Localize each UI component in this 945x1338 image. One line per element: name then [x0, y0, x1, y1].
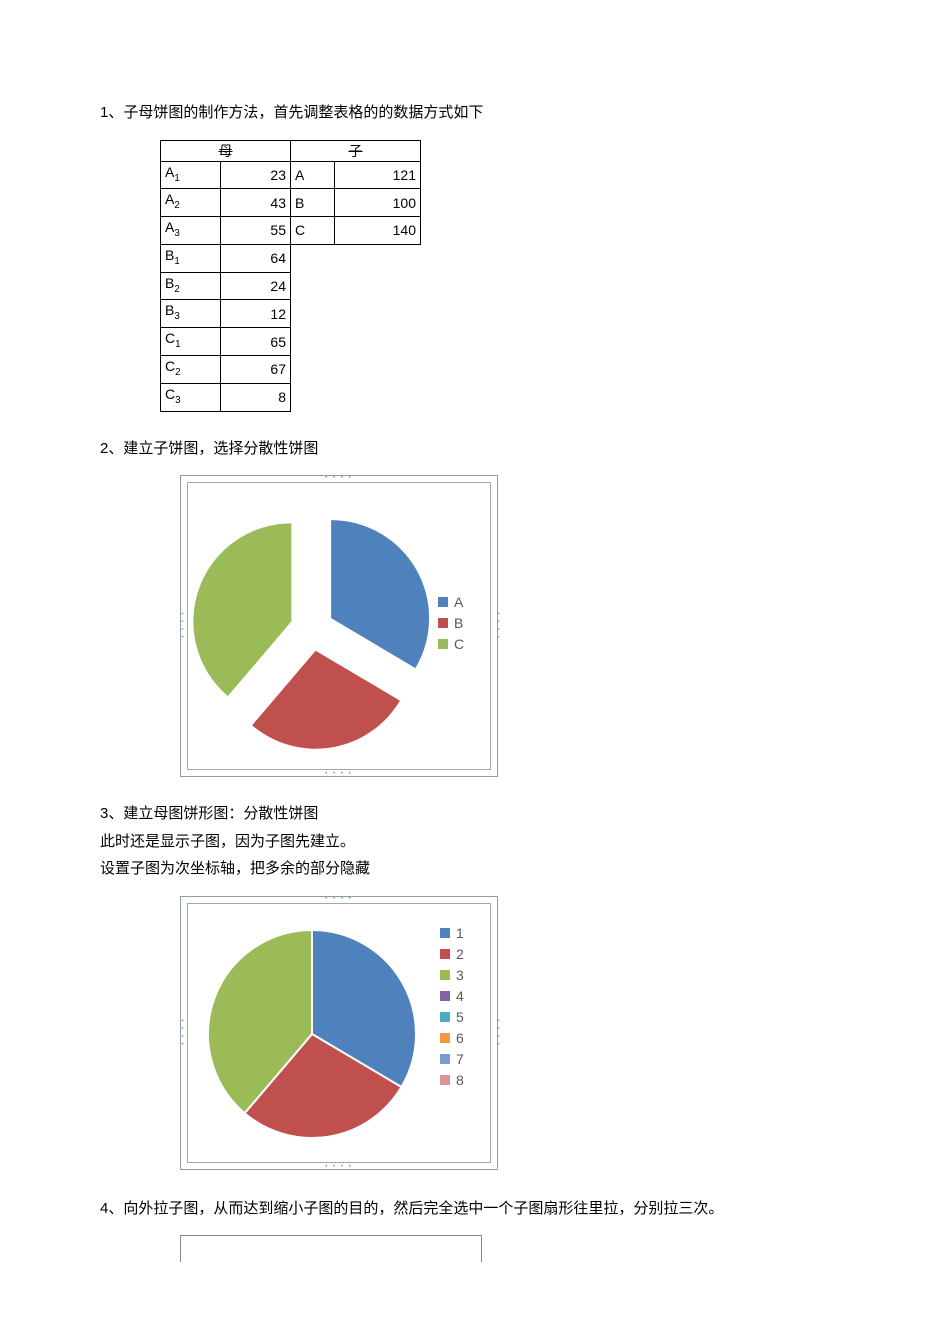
pie-slice: [331, 520, 429, 668]
table-row: A355C140: [161, 217, 421, 245]
legend-swatch: [440, 1075, 450, 1085]
step-3-text-c: 设置子图为次坐标轴，把多余的部分隐藏: [100, 856, 845, 882]
legend-swatch: [438, 597, 448, 607]
legend-label: 3: [456, 967, 464, 983]
chart-1-frame: • • • • • • • • • • • • • • • • ABC: [180, 475, 498, 777]
table-row: C165: [161, 328, 421, 356]
legend-label: C: [454, 636, 464, 652]
chart-1-plot-area: ABC: [187, 482, 491, 770]
table-row: B312: [161, 300, 421, 328]
pie-slice: [193, 524, 291, 697]
legend-item: 7: [440, 1051, 464, 1067]
legend-item: 1: [440, 925, 464, 941]
legend-swatch: [440, 1054, 450, 1064]
legend-label: A: [454, 594, 463, 610]
legend-item: C: [438, 636, 464, 652]
legend-item: 2: [440, 946, 464, 962]
legend-item: 4: [440, 988, 464, 1004]
step-1-text: 1、子母饼图的制作方法，首先调整表格的的数据方式如下: [100, 100, 845, 126]
legend-swatch: [438, 639, 448, 649]
legend-swatch: [438, 618, 448, 628]
legend-swatch: [440, 1033, 450, 1043]
legend-item: 5: [440, 1009, 464, 1025]
legend-label: 1: [456, 925, 464, 941]
table-row: C38: [161, 383, 421, 411]
table-header-child: 子: [291, 140, 421, 161]
step-4-text: 4、向外拉子图，从而达到缩小子图的目的，然后完全选中一个子图扇形往里拉，分别拉三…: [100, 1196, 845, 1222]
chart-1-legend: ABC: [438, 589, 464, 657]
pie-slice: [252, 651, 400, 749]
legend-item: 3: [440, 967, 464, 983]
chart-2-legend: 1 2 3 4 5 6 7 8: [440, 920, 464, 1093]
legend-swatch: [440, 949, 450, 959]
legend-label: 4: [456, 988, 464, 1004]
table-header-mother: 母: [161, 140, 291, 161]
step-3-text-a: 3、建立母图饼形图：分散性饼图: [100, 801, 845, 827]
legend-label: 5: [456, 1009, 464, 1025]
legend-label: 8: [456, 1072, 464, 1088]
legend-item: 8: [440, 1072, 464, 1088]
legend-item: B: [438, 615, 464, 631]
legend-label: 7: [456, 1051, 464, 1067]
table-row: A243B100: [161, 189, 421, 217]
chart-3-partial-frame: [180, 1235, 482, 1262]
step-3-text-b: 此时还是显示子图，因为子图先建立。: [100, 829, 845, 855]
legend-swatch: [440, 928, 450, 938]
legend-swatch: [440, 1012, 450, 1022]
chart-2-frame: • • • • • • • • • • • • • • • • 12345678: [180, 896, 498, 1170]
table-row: B164: [161, 244, 421, 272]
legend-label: B: [454, 615, 463, 631]
legend-swatch: [440, 991, 450, 1001]
data-table: 母子A123A121A243B100A355C140B164B224B312C1…: [160, 140, 845, 412]
step-2-text: 2、建立子饼图，选择分散性饼图: [100, 436, 845, 462]
table-row: A123A121: [161, 161, 421, 189]
table-row: C267: [161, 356, 421, 384]
chart-2-plot-area: 1 2 3 4 5 6 7 8: [187, 903, 491, 1163]
legend-item: 6: [440, 1030, 464, 1046]
table-row: B224: [161, 272, 421, 300]
legend-swatch: [440, 970, 450, 980]
legend-item: A: [438, 594, 464, 610]
legend-label: 6: [456, 1030, 464, 1046]
legend-label: 2: [456, 946, 464, 962]
document-page: 1、子母饼图的制作方法，首先调整表格的的数据方式如下 母子A123A121A24…: [0, 0, 945, 1302]
